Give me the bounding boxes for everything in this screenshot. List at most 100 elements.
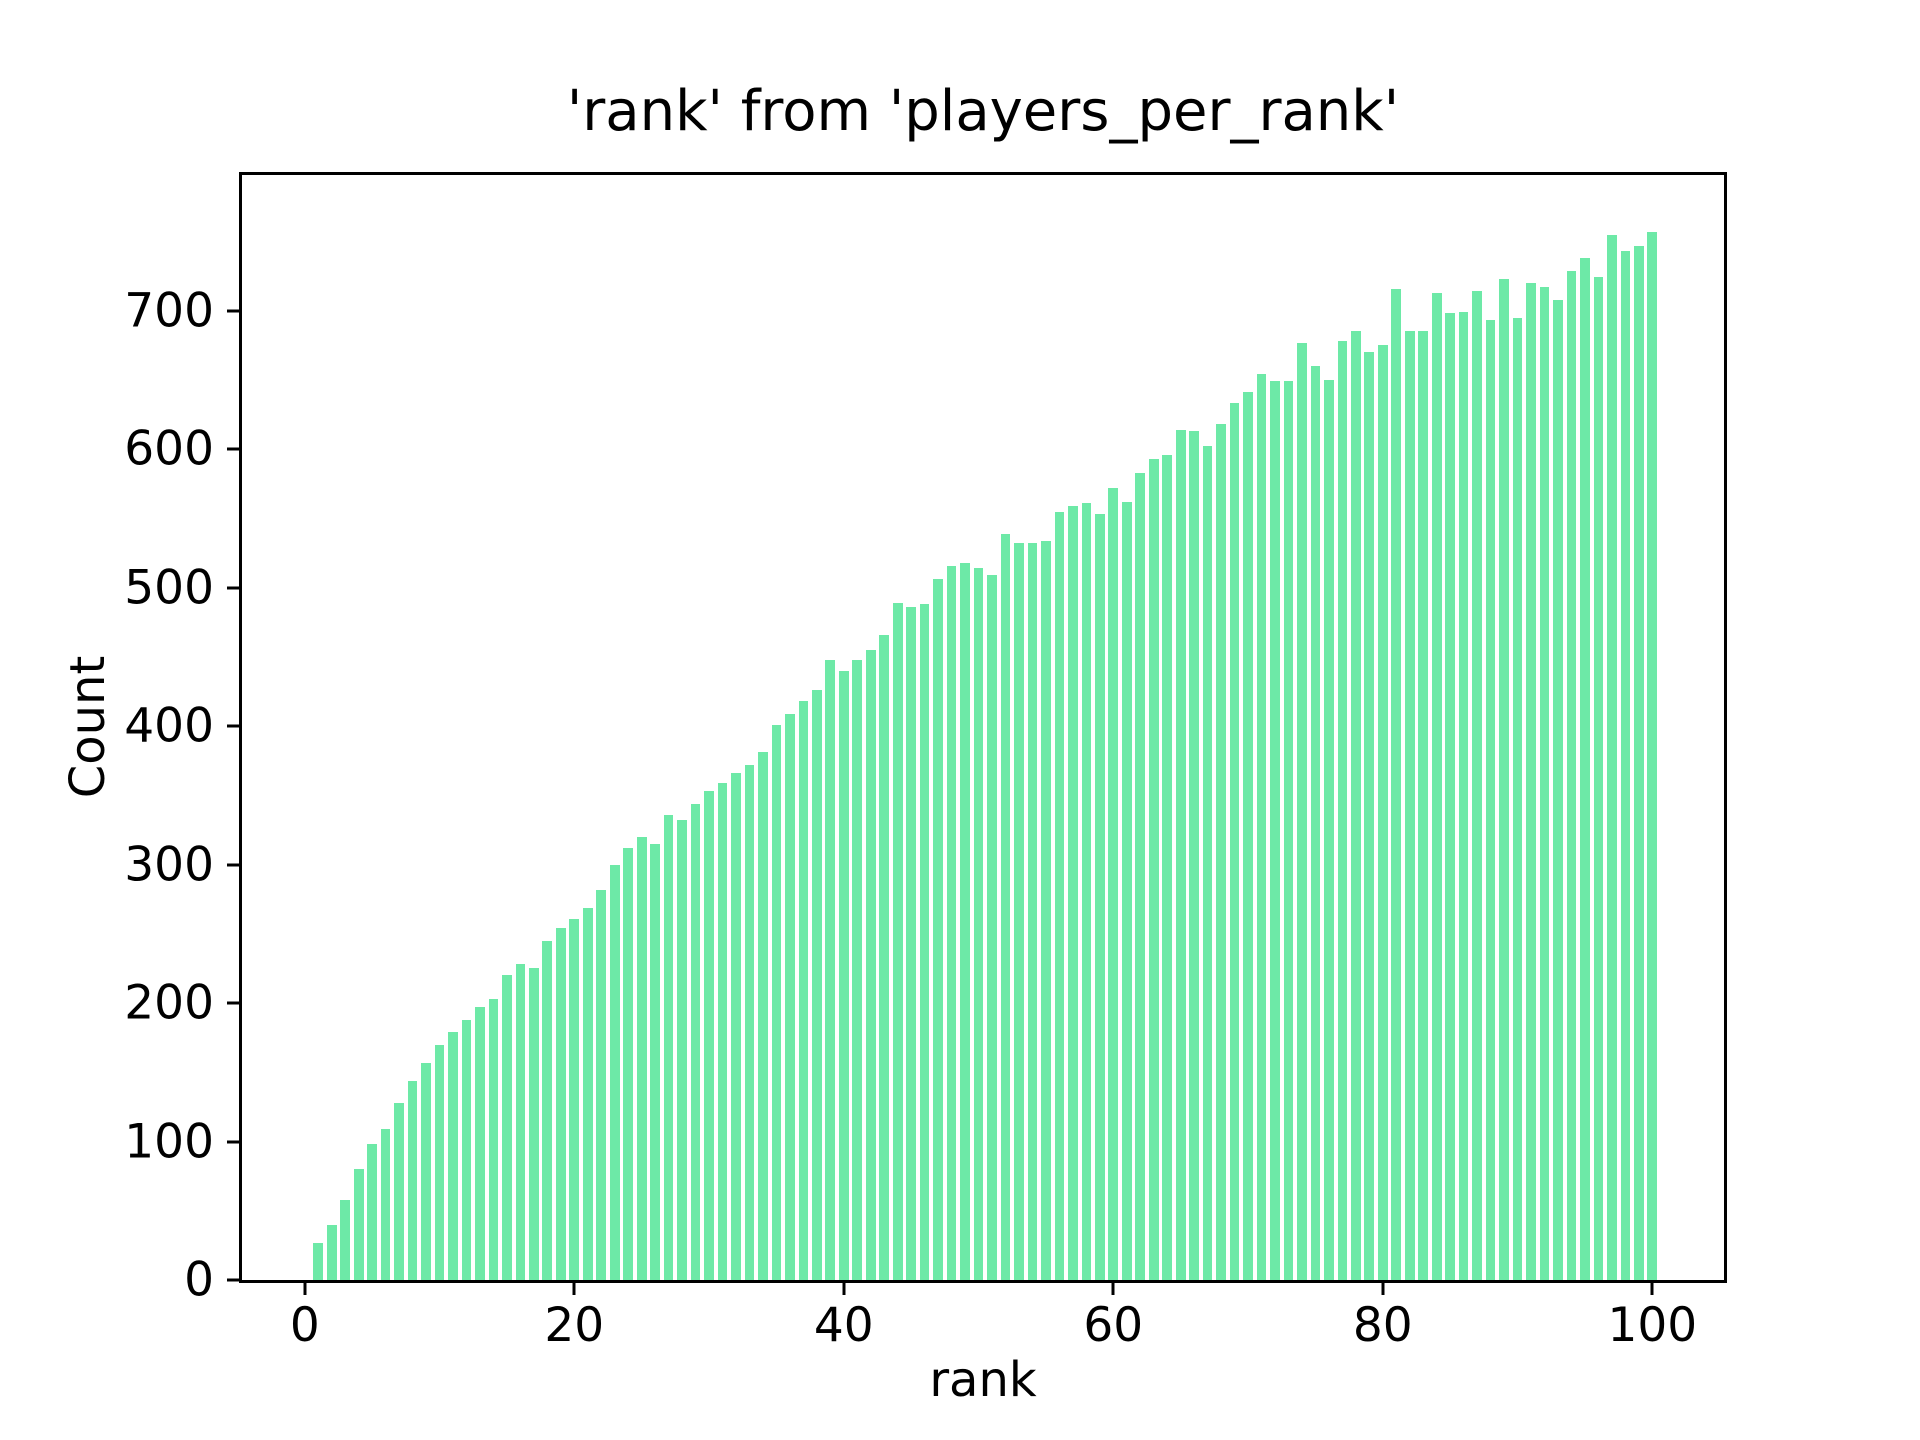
bar-rank-23 [609, 864, 620, 1280]
y-tick-label: 100 [124, 1114, 214, 1170]
bar-rank-6 [380, 1129, 391, 1280]
y-tick-mark [227, 724, 239, 728]
bar-rank-13 [475, 1007, 485, 1280]
y-tick-label: 300 [124, 837, 214, 893]
bar-rank-31 [717, 782, 728, 1280]
bar-rank-66 [1189, 431, 1199, 1280]
y-tick-label: 600 [124, 421, 214, 477]
bar-rank-2 [326, 1224, 337, 1280]
bar-rank-8 [407, 1080, 418, 1280]
bar-rank-64 [1162, 454, 1173, 1280]
bar-rank-80 [1377, 345, 1388, 1280]
bar-rank-55 [1041, 540, 1051, 1280]
bar-rank-65 [1175, 429, 1186, 1280]
bar-rank-100 [1647, 231, 1658, 1280]
y-tick-label: 0 [184, 1252, 214, 1308]
bar-rank-58 [1081, 503, 1092, 1280]
bar-rank-75 [1310, 366, 1321, 1280]
bar-rank-70 [1243, 392, 1253, 1280]
bar-rank-44 [892, 602, 903, 1280]
bar-rank-71 [1256, 374, 1267, 1280]
y-tick-mark [227, 1140, 239, 1144]
bar-rank-28 [677, 820, 687, 1280]
x-tick-mark [1650, 1283, 1654, 1295]
bar-rank-57 [1068, 505, 1078, 1280]
bar-rank-16 [515, 964, 526, 1280]
x-tick-label: 20 [544, 1298, 605, 1353]
bar-rank-11 [448, 1032, 458, 1280]
bar-rank-83 [1418, 331, 1429, 1280]
bar-rank-52 [1000, 533, 1011, 1280]
bar-rank-96 [1593, 277, 1604, 1280]
bar-rank-60 [1108, 487, 1119, 1280]
bar-rank-32 [731, 773, 741, 1280]
bar-rank-5 [367, 1144, 377, 1280]
bar-rank-69 [1229, 403, 1240, 1280]
x-tick-mark [303, 1283, 307, 1295]
bar-rank-89 [1499, 278, 1509, 1280]
bar-rank-90 [1512, 317, 1523, 1280]
bar-rank-92 [1539, 287, 1550, 1280]
bar-rank-61 [1121, 501, 1132, 1280]
y-tick-label: 500 [124, 560, 214, 616]
bar-rank-22 [596, 889, 607, 1280]
y-tick-mark [227, 863, 239, 867]
bar-rank-63 [1148, 458, 1159, 1280]
chart-title: 'rank' from 'players_per_rank' [566, 79, 1400, 144]
bar-rank-68 [1216, 424, 1226, 1280]
bar-rank-38 [812, 690, 822, 1280]
bar-rank-85 [1445, 313, 1456, 1280]
bar-rank-94 [1566, 270, 1577, 1280]
bar-rank-86 [1458, 312, 1469, 1280]
bar-rank-73 [1283, 381, 1294, 1280]
bar-rank-17 [529, 968, 539, 1280]
y-tick-label: 400 [124, 698, 214, 754]
bar-rank-79 [1364, 352, 1375, 1280]
bar-rank-9 [421, 1062, 431, 1280]
bar-rank-15 [502, 975, 512, 1280]
bar-rank-91 [1526, 283, 1536, 1280]
bar-rank-18 [542, 940, 553, 1280]
bar-rank-48 [946, 565, 957, 1280]
bar-rank-1 [313, 1242, 324, 1280]
x-tick-mark [1111, 1283, 1115, 1295]
plot-area: 0 20 40 60 80 100 0 100 200 300 400 500 600 700 [124, 172, 1727, 1349]
x-tick-label: 0 [289, 1298, 320, 1353]
bar-rank-82 [1404, 331, 1415, 1280]
bar-rank-24 [623, 847, 634, 1280]
bar-rank-10 [434, 1044, 445, 1280]
bar-rank-54 [1027, 543, 1038, 1280]
bar-rank-12 [461, 1019, 472, 1280]
x-tick-label: 100 [1607, 1298, 1698, 1353]
bar-rank-30 [704, 791, 714, 1280]
bar-rank-35 [771, 724, 782, 1280]
bar-rank-72 [1270, 381, 1280, 1280]
bar-rank-41 [852, 659, 863, 1280]
bar-rank-34 [758, 752, 768, 1280]
bar-rank-67 [1202, 446, 1213, 1280]
x-tick-mark [1381, 1283, 1385, 1295]
bar-rank-77 [1337, 341, 1348, 1280]
bar-rank-93 [1553, 299, 1563, 1280]
bar-rank-51 [987, 575, 997, 1280]
y-tick-mark [227, 1278, 239, 1282]
bar-rank-4 [353, 1169, 364, 1280]
y-tick-label: 200 [124, 975, 214, 1031]
y-tick-label: 700 [124, 283, 214, 339]
bar-rank-74 [1297, 342, 1307, 1280]
x-tick-label: 80 [1352, 1298, 1413, 1353]
bar-rank-14 [488, 998, 499, 1280]
bar-rank-39 [825, 659, 836, 1280]
y-tick-mark [227, 1001, 239, 1005]
bar-rank-47 [933, 579, 943, 1280]
bar-rank-97 [1607, 234, 1617, 1280]
x-tick-label: 40 [813, 1298, 874, 1353]
bar-rank-45 [906, 607, 916, 1280]
bar-rank-95 [1580, 258, 1590, 1280]
bar-rank-46 [919, 604, 930, 1280]
bar-rank-19 [555, 928, 566, 1280]
bar-rank-21 [582, 907, 593, 1280]
y-tick-mark [227, 586, 239, 590]
bar-rank-99 [1633, 245, 1644, 1280]
